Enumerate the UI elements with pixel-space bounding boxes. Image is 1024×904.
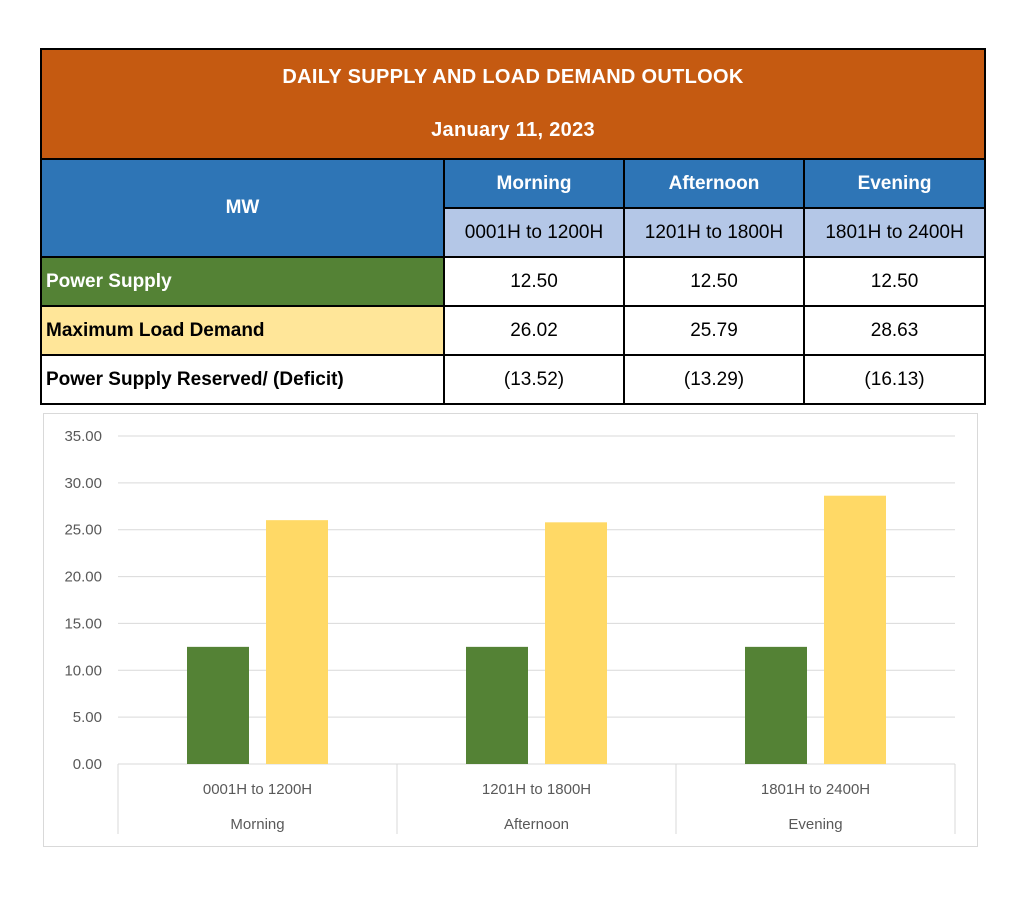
x-range-label: 0001H to 1200H bbox=[203, 781, 312, 798]
y-tick-label: 15.00 bbox=[64, 615, 102, 632]
bar-power-supply bbox=[187, 646, 249, 764]
table-cell: 12.50 bbox=[623, 256, 805, 307]
x-range-label: 1801H to 2400H bbox=[761, 781, 870, 798]
table-cell: 12.50 bbox=[443, 256, 625, 307]
x-range-label: 1201H to 1800H bbox=[482, 781, 591, 798]
table-cell: (16.13) bbox=[802, 354, 987, 405]
bar-chart: 0.00 5.00 10.00 15.00 20.00 25.00 30.00 35.00 00… bbox=[43, 413, 978, 847]
bar-power-supply bbox=[745, 646, 807, 764]
x-period-label: Morning bbox=[230, 816, 284, 833]
bar-max-load-demand bbox=[266, 520, 328, 764]
y-tick-label: 35.00 bbox=[64, 428, 102, 445]
y-tick-label: 0.00 bbox=[73, 756, 102, 773]
row-label-max-load-demand: Maximum Load Demand bbox=[40, 305, 445, 356]
table-row: Maximum Load Demand 26.02 25.79 28.63 bbox=[40, 305, 987, 356]
table-title-cell: DAILY SUPPLY AND LOAD DEMAND OUTLOOK Jan… bbox=[39, 48, 987, 160]
y-tick-label: 20.00 bbox=[64, 569, 102, 586]
y-tick-label: 25.00 bbox=[64, 522, 102, 539]
range-header-evening: 1801H to 2400H bbox=[802, 207, 987, 258]
y-tick-label: 5.00 bbox=[73, 709, 102, 726]
bar-max-load-demand bbox=[824, 495, 886, 764]
table-date: January 11, 2023 bbox=[431, 119, 595, 141]
y-tick-label: 10.00 bbox=[64, 662, 102, 679]
period-header-evening: Evening bbox=[802, 158, 987, 209]
range-header-morning: 0001H to 1200H bbox=[443, 207, 625, 258]
row-label-reserve-deficit: Power Supply Reserved/ (Deficit) bbox=[40, 354, 445, 405]
range-header-afternoon: 1201H to 1800H bbox=[623, 207, 805, 258]
y-tick-label: 30.00 bbox=[64, 475, 102, 492]
x-period-label: Evening bbox=[788, 816, 842, 833]
table-title: DAILY SUPPLY AND LOAD DEMAND OUTLOOK bbox=[282, 66, 744, 88]
bar-max-load-demand bbox=[545, 522, 607, 764]
table-cell: (13.29) bbox=[623, 354, 805, 405]
x-period-label: Afternoon bbox=[504, 816, 569, 833]
bar-power-supply bbox=[466, 646, 528, 764]
table-row: Power Supply Reserved/ (Deficit) (13.52)… bbox=[40, 354, 987, 405]
table-cell: 26.02 bbox=[443, 305, 625, 356]
table-cell: 12.50 bbox=[802, 256, 987, 307]
table-cell: (13.52) bbox=[443, 354, 625, 405]
supply-demand-table: DAILY SUPPLY AND LOAD DEMAND OUTLOOK Jan… bbox=[39, 48, 987, 405]
period-header-afternoon: Afternoon bbox=[623, 158, 805, 209]
table-cell: 25.79 bbox=[623, 305, 805, 356]
period-header-morning: Morning bbox=[443, 158, 625, 209]
bar-chart-svg: 0.00 5.00 10.00 15.00 20.00 25.00 30.00 35.00 00… bbox=[64, 428, 956, 834]
table-row: Power Supply 12.50 12.50 12.50 bbox=[40, 256, 987, 307]
row-label-power-supply: Power Supply bbox=[40, 256, 445, 307]
table-cell: 28.63 bbox=[802, 305, 987, 356]
unit-header: MW bbox=[40, 158, 445, 258]
